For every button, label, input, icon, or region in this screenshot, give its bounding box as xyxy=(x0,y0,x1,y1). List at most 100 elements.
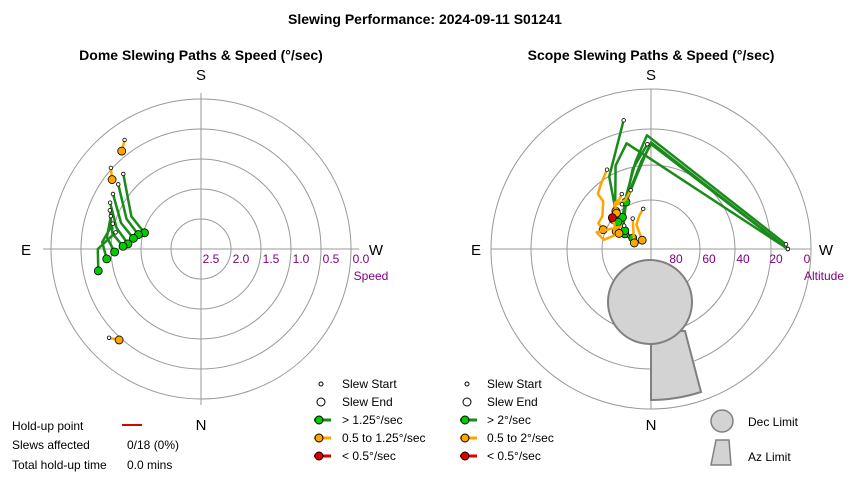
slew-path xyxy=(96,231,117,271)
slew-start-point xyxy=(106,335,112,340)
slews-affected-label: Slews affected xyxy=(12,438,90,452)
slew-start-point xyxy=(107,200,113,205)
slew-start-point xyxy=(113,230,118,235)
dec-limit-shape xyxy=(607,259,693,345)
slew-start-point xyxy=(108,213,113,219)
dome-cardinal-bottom: N xyxy=(196,417,207,434)
slew-start-point xyxy=(619,191,624,197)
slew-start-point xyxy=(621,223,627,228)
scope-cardinal-bottom: N xyxy=(646,417,657,434)
figure-title: Slewing Performance: 2024-09-11 S01241 xyxy=(288,11,562,27)
legend-slow-marker xyxy=(460,451,470,461)
legend-label: < 0.5°/sec xyxy=(342,449,396,463)
dome-grid xyxy=(43,93,359,405)
legend-mid-marker xyxy=(314,433,324,443)
slew-start-point xyxy=(630,216,635,221)
legend-fast-marker xyxy=(460,415,470,425)
scope-tick-label: 80 xyxy=(669,252,683,266)
scope-radial-ticks: 80 60 40 20 0 Altitude xyxy=(669,252,844,283)
dec-limit-legend-label: Dec Limit xyxy=(748,415,799,429)
slew-start-point xyxy=(108,165,114,171)
slew-start-point xyxy=(628,187,633,193)
legend-label: Slew End xyxy=(487,395,538,409)
scope-tick-label: 20 xyxy=(769,252,783,266)
slew-start-point xyxy=(122,137,127,143)
az-limit-shape xyxy=(650,330,703,402)
holdup-time-label: Total hold-up time xyxy=(12,458,107,472)
slew-start-point xyxy=(604,167,610,172)
legend-fast-marker xyxy=(314,415,324,425)
dome-tick-label: 0.0 xyxy=(353,252,370,266)
dec-limit-legend-icon xyxy=(710,409,734,433)
scope-legend: Slew Start Slew End > 2°/sec 0.5 to 2°/s… xyxy=(460,377,554,463)
scope-cardinal-right: W xyxy=(819,242,834,259)
slew-start-point xyxy=(785,246,791,252)
scope-tick-label: 0 xyxy=(804,252,811,266)
dome-cardinal-top: S xyxy=(196,67,206,84)
legend-label: 0.5 to 2°/sec xyxy=(487,431,554,445)
scope-title: Scope Slewing Paths & Speed (°/sec) xyxy=(528,47,775,63)
dome-tick-label: 0.5 xyxy=(323,252,340,266)
slew-end-point xyxy=(93,266,103,276)
legend-start-marker xyxy=(318,381,324,387)
slew-end-point xyxy=(129,233,138,243)
legend-label: < 0.5°/sec xyxy=(487,449,541,463)
slew-end-point xyxy=(614,229,624,238)
dome-tick-label: 1.0 xyxy=(293,252,310,266)
slew-path xyxy=(108,202,130,245)
holdup-time-value: 0.0 mins xyxy=(127,458,172,472)
slew-path xyxy=(111,193,135,240)
slew-path xyxy=(105,215,116,253)
legend-label: Slew End xyxy=(342,395,393,409)
slew-path xyxy=(635,208,645,241)
dome-legend: Slew Start Slew End > 1.25°/sec 0.5 to 1… xyxy=(314,377,426,463)
legend-slow-marker xyxy=(314,451,324,461)
legend-end-marker xyxy=(316,397,326,407)
dome-cardinal-right: W xyxy=(369,242,384,259)
az-limit-legend-icon xyxy=(710,439,732,466)
legend-label: 0.5 to 1.25°/sec xyxy=(342,431,426,445)
slew-end-point xyxy=(110,247,120,257)
dome-radial-label: Speed xyxy=(354,269,389,283)
slew-start-point xyxy=(110,221,115,226)
slew-start-point xyxy=(621,118,626,123)
slew-start-point xyxy=(619,202,625,207)
legend-label: > 1.25°/sec xyxy=(342,413,403,427)
slew-end-point xyxy=(637,235,647,245)
slew-path xyxy=(122,173,146,234)
scope-cardinal-top: S xyxy=(646,67,656,84)
slew-path xyxy=(622,141,789,250)
slew-end-point xyxy=(114,335,124,345)
legend-label: > 2°/sec xyxy=(487,413,531,427)
legend-start-marker xyxy=(464,381,470,387)
slew-start-point xyxy=(116,182,121,187)
dome-radial-ticks: 2.5 2.0 1.5 1.0 0.5 0.0 Speed xyxy=(203,252,389,283)
slew-start-point xyxy=(110,191,116,197)
az-limit-legend-label: Az Limit xyxy=(748,450,791,464)
slew-end-point xyxy=(629,238,639,248)
holdup-info: Hold-up point Slews affected 0/18 (0%) T… xyxy=(12,419,179,472)
dome-tick-label: 2.0 xyxy=(233,252,250,266)
legend-label: Slew Start xyxy=(487,377,542,391)
slew-start-point xyxy=(640,206,646,212)
scope-paths xyxy=(595,118,791,252)
scope-cardinal-left: E xyxy=(471,242,481,259)
slews-affected-value: 0/18 (0%) xyxy=(127,438,179,452)
slew-end-point xyxy=(102,254,112,264)
slew-start-point xyxy=(121,171,126,177)
scope-plot: Scope Slewing Paths & Speed (°/sec) S N … xyxy=(471,47,844,434)
scope-tick-label: 40 xyxy=(736,252,750,266)
slew-end-point xyxy=(607,213,617,223)
slew-start-point xyxy=(645,141,650,147)
slew-end-point xyxy=(117,146,127,156)
slew-path xyxy=(100,223,114,260)
dome-cardinal-left: E xyxy=(21,242,31,259)
legend-mid-marker xyxy=(460,433,470,443)
slew-path xyxy=(596,169,609,231)
dome-tick-label: 1.5 xyxy=(263,252,280,266)
scope-tick-label: 60 xyxy=(702,252,716,266)
limit-shapes xyxy=(607,259,703,402)
scope-radial-label: Altitude xyxy=(804,269,844,283)
slew-path xyxy=(117,184,140,236)
